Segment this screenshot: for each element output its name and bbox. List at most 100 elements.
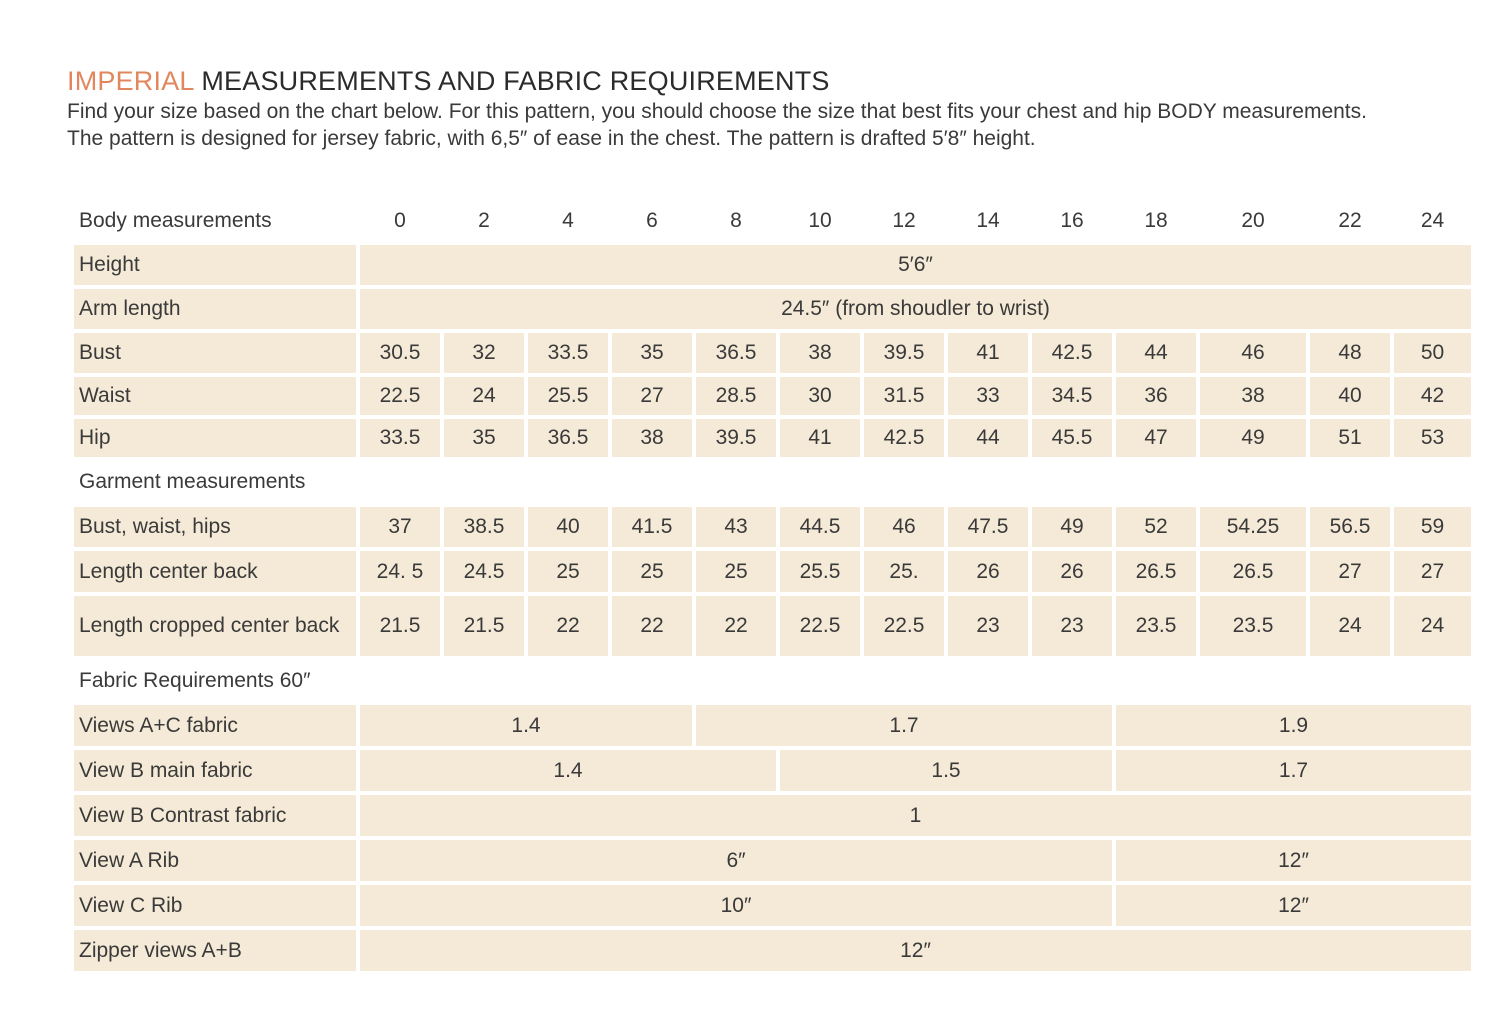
- table-cell: 12″: [1116, 840, 1471, 881]
- table-cell: 24: [1394, 596, 1471, 656]
- table-cell: 38: [1200, 377, 1306, 415]
- table-cell: 1.5: [780, 750, 1112, 791]
- size-chart-table: Body measurements 0 2 4 6 8 10 12 14 16 …: [70, 197, 1475, 975]
- row-label: View B main fabric: [74, 750, 356, 791]
- table-cell: 25: [612, 551, 692, 592]
- title-accent: IMPERIAL: [67, 66, 194, 96]
- length-center-back-row: Length center back 24. 5 24.5 25 25 25 2…: [74, 551, 1471, 592]
- table-cell: 24. 5: [360, 551, 440, 592]
- table-cell: 39.5: [864, 333, 944, 373]
- table-cell: 23.5: [1200, 596, 1306, 656]
- table-cell: 1.4: [360, 750, 776, 791]
- size-header-cell: 16: [1060, 209, 1084, 232]
- table-cell: 41: [948, 333, 1028, 373]
- length-cropped-center-back-row: Length cropped center back 21.5 21.5 22 …: [74, 596, 1471, 656]
- table-cell: 31.5: [864, 377, 944, 415]
- table-cell: 24.5: [444, 551, 524, 592]
- table-cell: 1.7: [1116, 750, 1471, 791]
- table-cell: 22.5: [360, 377, 440, 415]
- size-header-cell: 20: [1241, 209, 1265, 232]
- table-cell: 33: [948, 377, 1028, 415]
- table-cell: 23: [948, 596, 1028, 656]
- hip-row: Hip 33.5 35 36.5 38 39.5 41 42.5 44 45.5…: [74, 419, 1471, 457]
- table-cell: 59: [1394, 507, 1471, 547]
- size-header-cell: 8: [730, 209, 742, 232]
- table-cell: 28.5: [696, 377, 776, 415]
- table-cell: 56.5: [1310, 507, 1390, 547]
- table-cell: 40: [528, 507, 608, 547]
- table-cell: 22.5: [780, 596, 860, 656]
- row-label: Views A+C fabric: [74, 705, 356, 746]
- garment-section-row: Garment measurements: [74, 461, 1471, 503]
- table-cell: 12″: [360, 930, 1471, 971]
- table-cell: 21.5: [444, 596, 524, 656]
- size-header-cell: 0: [394, 209, 406, 232]
- row-label: View B Contrast fabric: [74, 795, 356, 836]
- row-label: Length cropped center back: [74, 596, 356, 656]
- table-cell: 1.4: [360, 705, 692, 746]
- table-cell: 43: [696, 507, 776, 547]
- table-cell: 22: [696, 596, 776, 656]
- table-cell: 27: [612, 377, 692, 415]
- table-cell: 25: [696, 551, 776, 592]
- table-cell: 25.5: [780, 551, 860, 592]
- size-header-cell: 12: [892, 209, 916, 232]
- table-cell: 1.9: [1116, 705, 1471, 746]
- table-cell: 27: [1394, 551, 1471, 592]
- table-cell: 25.: [864, 551, 944, 592]
- table-cell: 24: [1310, 596, 1390, 656]
- bust-waist-hips-row: Bust, waist, hips 37 38.5 40 41.5 43 44.…: [74, 507, 1471, 547]
- height-row: Height 5′6″: [74, 245, 1471, 285]
- table-cell: 26: [1032, 551, 1112, 592]
- table-cell: 21.5: [360, 596, 440, 656]
- row-label: Waist: [74, 377, 356, 415]
- table-cell: 42.5: [864, 419, 944, 457]
- table-cell: 48: [1310, 333, 1390, 373]
- table-cell: 51: [1310, 419, 1390, 457]
- page-header: IMPERIAL MEASUREMENTS AND FABRIC REQUIRE…: [67, 64, 1367, 152]
- table-cell: 36.5: [696, 333, 776, 373]
- table-cell: 26.5: [1116, 551, 1196, 592]
- table-cell: 26.5: [1200, 551, 1306, 592]
- size-header-cell: 24: [1420, 209, 1445, 232]
- table-cell: 22.5: [864, 596, 944, 656]
- table-cell: 50: [1394, 333, 1471, 373]
- table-cell: 33.5: [360, 419, 440, 457]
- table-cell: 26: [948, 551, 1028, 592]
- table-cell: 22: [612, 596, 692, 656]
- title-rest: MEASUREMENTS AND FABRIC REQUIREMENTS: [193, 66, 830, 96]
- table-cell: 12″: [1116, 885, 1471, 926]
- size-header-cell: 18: [1144, 209, 1168, 232]
- table-cell: 46: [1200, 333, 1306, 373]
- table-cell: 24: [444, 377, 524, 415]
- table-cell: 25: [528, 551, 608, 592]
- zipper-views-row: Zipper views A+B 12″: [74, 930, 1471, 971]
- table-cell: 44.5: [780, 507, 860, 547]
- page-title: IMPERIAL MEASUREMENTS AND FABRIC REQUIRE…: [67, 64, 1367, 98]
- row-label: Arm length: [74, 289, 356, 329]
- waist-row: Waist 22.5 24 25.5 27 28.5 30 31.5 33 34…: [74, 377, 1471, 415]
- row-label: Length center back: [74, 551, 356, 592]
- table-cell: 52: [1116, 507, 1196, 547]
- size-header-cell: 10: [808, 209, 832, 232]
- fabric-section-row: Fabric Requirements 60″: [74, 660, 1471, 701]
- bust-row: Bust 30.5 32 33.5 35 36.5 38 39.5 41 42.…: [74, 333, 1471, 373]
- row-label: Bust, waist, hips: [74, 507, 356, 547]
- size-header-cell: 14: [976, 209, 1000, 232]
- table-cell: 39.5: [696, 419, 776, 457]
- table-cell: 41: [780, 419, 860, 457]
- fabric-requirements-heading: Fabric Requirements 60″: [79, 668, 311, 692]
- table-cell: 1.7: [696, 705, 1112, 746]
- table-cell: 46: [864, 507, 944, 547]
- row-label: View A Rib: [74, 840, 356, 881]
- table-cell: 44: [1116, 333, 1196, 373]
- table-cell: 33.5: [528, 333, 608, 373]
- table-cell: 6″: [360, 840, 1112, 881]
- table-cell: 22: [528, 596, 608, 656]
- body-measurements-heading: Body measurements: [79, 209, 272, 232]
- size-header-cell: 4: [562, 209, 574, 232]
- table-cell: 38.5: [444, 507, 524, 547]
- garment-measurements-heading: Garment measurements: [79, 470, 306, 493]
- table-cell: 35: [612, 333, 692, 373]
- table-cell: 42.5: [1032, 333, 1112, 373]
